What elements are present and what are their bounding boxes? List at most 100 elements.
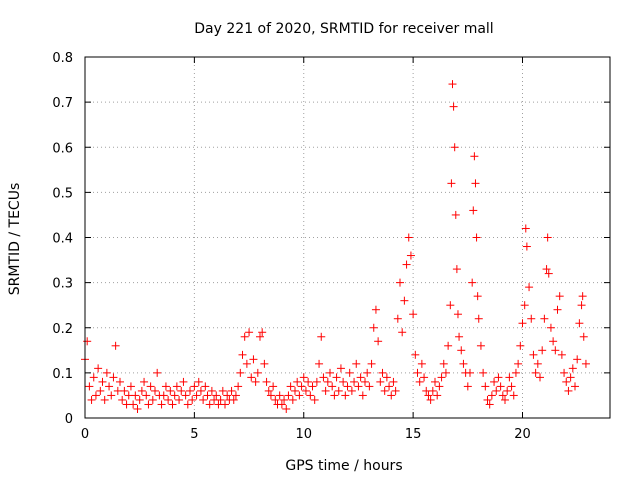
data-point — [391, 386, 400, 395]
data-point — [444, 341, 453, 350]
data-point — [358, 391, 367, 400]
data-point — [472, 233, 481, 242]
data-point — [227, 386, 236, 395]
data-point — [453, 310, 462, 319]
data-point — [295, 391, 304, 400]
data-point — [203, 391, 212, 400]
data-point — [116, 377, 124, 386]
data-point — [471, 179, 480, 188]
data-point — [448, 80, 457, 89]
data-point — [146, 382, 155, 391]
data-point — [579, 332, 588, 341]
y-tick-label: 0.2 — [52, 322, 73, 337]
data-point — [249, 355, 258, 364]
data-point — [542, 265, 551, 274]
data-point — [521, 224, 530, 233]
data-point — [577, 301, 586, 310]
data-point — [389, 377, 398, 386]
data-points — [81, 80, 590, 413]
data-point — [177, 386, 186, 395]
x-tick-label: 0 — [81, 427, 89, 442]
data-point — [157, 400, 166, 409]
data-point — [385, 382, 394, 391]
y-tick-label: 0 — [65, 412, 73, 427]
data-point — [575, 319, 584, 328]
x-tick-label: 10 — [295, 427, 312, 442]
data-point — [551, 346, 560, 355]
data-point — [476, 341, 485, 350]
data-point — [148, 395, 157, 404]
data-point — [221, 400, 229, 409]
data-point — [336, 364, 345, 373]
y-tick-label: 0.4 — [52, 232, 73, 247]
data-point — [328, 382, 337, 391]
data-point — [262, 377, 271, 386]
data-point — [540, 314, 549, 323]
data-point — [411, 350, 420, 359]
x-axis-label: GPS time / hours — [285, 458, 402, 474]
data-point — [188, 395, 197, 404]
data-point — [96, 386, 105, 395]
data-point — [100, 395, 109, 404]
x-tick-label: 5 — [190, 427, 198, 442]
data-point — [94, 364, 103, 373]
data-point — [578, 292, 587, 301]
data-point — [382, 373, 391, 382]
data-point — [126, 382, 135, 391]
data-point — [170, 391, 179, 400]
data-point — [216, 395, 225, 404]
data-point — [247, 373, 256, 382]
data-point — [439, 359, 448, 368]
data-point — [505, 373, 514, 382]
data-point — [284, 391, 293, 400]
data-point — [376, 377, 385, 386]
data-point — [409, 310, 418, 319]
data-point — [516, 341, 525, 350]
data-point — [415, 377, 424, 386]
data-point — [531, 368, 540, 377]
data-point — [494, 373, 503, 382]
data-point — [236, 368, 245, 377]
data-point — [433, 391, 442, 400]
data-point — [299, 373, 308, 382]
data-point — [543, 233, 552, 242]
data-point — [205, 400, 214, 409]
data-point — [142, 391, 151, 400]
data-point — [468, 278, 477, 287]
data-point — [527, 314, 536, 323]
data-point — [105, 382, 114, 391]
data-point — [560, 368, 569, 377]
data-point — [356, 373, 365, 382]
y-tick-label: 0.6 — [52, 141, 73, 156]
data-point — [420, 373, 429, 382]
data-point — [153, 368, 162, 377]
data-point — [378, 368, 387, 377]
data-point — [398, 328, 407, 337]
data-point — [83, 337, 92, 346]
data-point — [260, 359, 269, 368]
data-point — [544, 269, 553, 278]
data-point — [549, 337, 558, 346]
x-tick-labels: 0 5 10 15 20 — [81, 427, 531, 442]
data-point — [483, 395, 492, 404]
chart-title: Day 221 of 2020, SRMTID for receiver mal… — [194, 21, 493, 37]
data-point — [417, 359, 426, 368]
data-point — [315, 359, 324, 368]
data-point — [319, 373, 328, 382]
data-point — [111, 341, 120, 350]
data-point — [172, 382, 181, 391]
data-point — [264, 386, 273, 395]
data-point — [581, 359, 590, 368]
data-point — [240, 332, 249, 341]
data-point — [317, 332, 326, 341]
data-point — [131, 391, 140, 400]
data-point — [201, 382, 210, 391]
data-point — [536, 373, 544, 382]
data-point — [343, 382, 352, 391]
data-point — [529, 350, 538, 359]
data-point — [293, 377, 302, 386]
data-point — [469, 206, 478, 215]
data-point — [463, 382, 472, 391]
data-point — [452, 265, 461, 274]
